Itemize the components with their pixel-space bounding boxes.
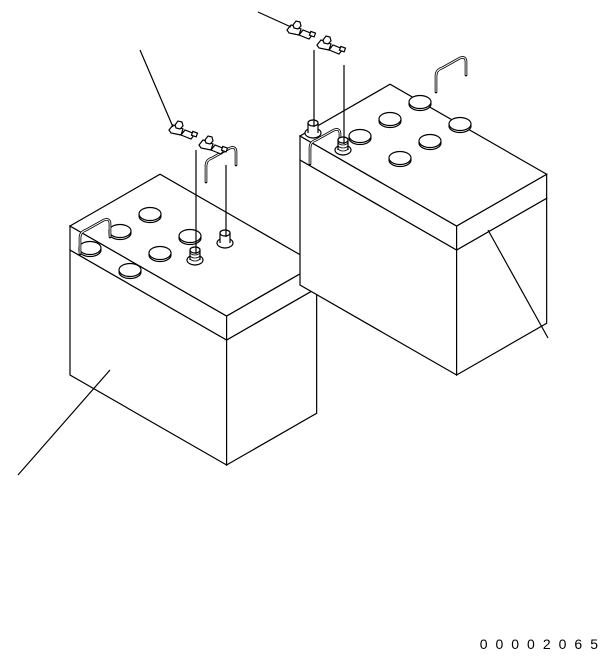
battery-diagram [0, 0, 611, 657]
diagram-svg [0, 0, 611, 657]
part-number-label: 00002065 [480, 636, 606, 652]
